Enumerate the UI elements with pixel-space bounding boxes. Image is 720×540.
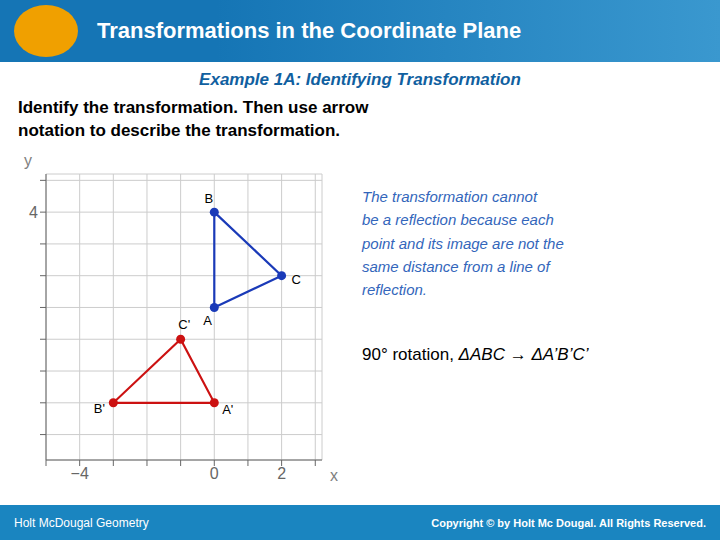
svg-text:0: 0	[210, 465, 219, 482]
svg-text:−4: −4	[71, 465, 89, 482]
svg-text:C: C	[291, 272, 300, 287]
svg-text:x: x	[330, 467, 338, 484]
svg-text:A': A'	[222, 402, 233, 417]
html-text:The transformation cannot be a: The transformation cannot be a reflectio…	[362, 188, 564, 298]
html-text:Example 1A: Identifying Transf: Example 1A: Identifying Transformation	[199, 70, 521, 89]
html-text:90° rotation, ΔABC → ΔA’B’C’: 90° rotation, ΔABC → ΔA’B’C’	[362, 345, 589, 364]
html-text:Transformations in the Coordin: Transformations in the Coordinate Plane	[97, 18, 522, 43]
svg-text:C': C'	[178, 317, 190, 332]
html-text:Holt McDougal Geometry: Holt McDougal Geometry	[14, 515, 149, 530]
html-text:Identify the transformation. T: Identify the transformation. Then use ar…	[18, 98, 369, 140]
svg-text:A: A	[203, 313, 212, 328]
svg-text:y: y	[24, 152, 32, 169]
svg-text:B': B'	[94, 401, 105, 416]
svg-text:2: 2	[277, 465, 286, 482]
svg-text:4: 4	[29, 204, 38, 221]
svg-text:B: B	[204, 191, 213, 206]
html-text:Copyright © by Holt Mc Dougal.: Copyright © by Holt Mc Dougal. All Right…	[431, 516, 706, 529]
